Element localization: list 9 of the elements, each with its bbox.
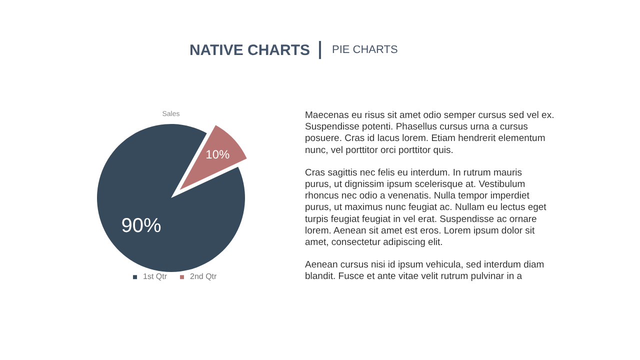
legend-label: 2nd Qtr	[190, 272, 218, 282]
text: Cras sagittis nec felis eu interdum. In rutrum mauris purus, ut dignissim ipsum scelerisque at. Vestibulum rhoncus nec odio a venenatis. Nulla tempor imperdiet purus, ut maximus nunc feugiat ac. Nullam eu lectus eget turpis feugiat feugiat in vel erat. Suspendisse ac ornare lorem. Aenean sit amet est eros. Lorem ipsum dolor sit amet, consectetur adipiscing elit.	[305, 167, 547, 248]
data-label: 10%	[206, 147, 230, 162]
text: NATIVE CHARTS	[189, 42, 310, 59]
data-label: 90%	[121, 214, 162, 237]
text: Aenean cursus nisi id ipsum vehicula, sed interdum diam blandit. Fusce et ante vitae velit rutrum pulvinar in a	[305, 260, 544, 282]
text: PIE CHARTS	[332, 44, 398, 56]
legend-label: 1st Qtr	[143, 272, 168, 282]
text: Maecenas eu risus sit amet odio semper cursus sed vel ex. Suspendisse potenti. Phasellus cursus urna a cursus posuere. Cras id lacus lorem. Etiam hendrerit elementum nunc, vel porttitor orci porttitor quis.	[305, 110, 554, 156]
